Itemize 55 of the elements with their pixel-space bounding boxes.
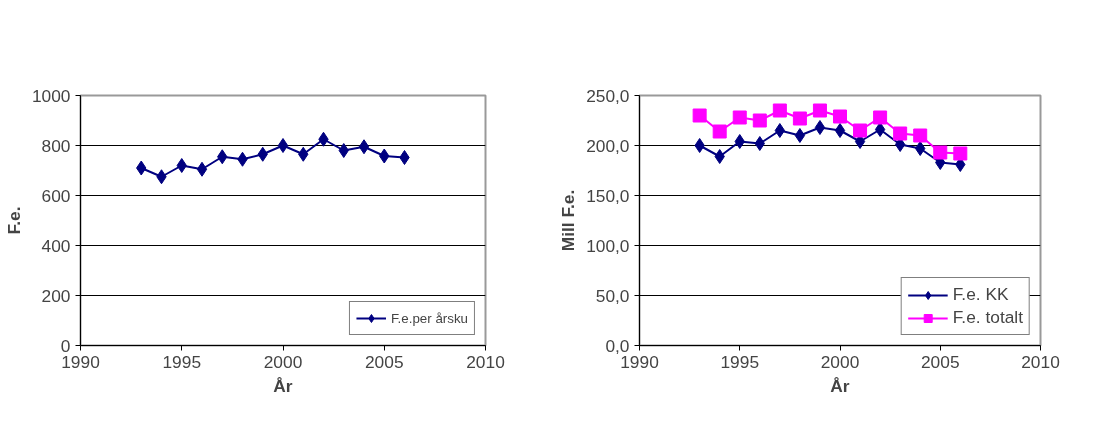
point bbox=[399, 150, 410, 165]
legend-label: F.e. KK bbox=[952, 284, 1009, 305]
point bbox=[794, 128, 806, 143]
point bbox=[692, 108, 707, 123]
y-tick-label: 800 bbox=[41, 135, 71, 156]
point bbox=[873, 110, 888, 125]
point bbox=[893, 126, 908, 141]
point bbox=[734, 134, 745, 149]
y-tick-label: 200 bbox=[41, 285, 71, 306]
y-tick-label: 50,0 bbox=[595, 285, 630, 306]
x-tick-label: 2000 bbox=[820, 351, 860, 372]
y-tick-label: 400 bbox=[41, 235, 71, 256]
y-axis-title: F.e. bbox=[3, 206, 24, 235]
y-tick-label: 600 bbox=[41, 185, 71, 206]
point bbox=[694, 138, 705, 153]
point bbox=[752, 113, 767, 128]
x-axis-title: År bbox=[830, 375, 850, 396]
point bbox=[712, 124, 727, 139]
point bbox=[953, 146, 968, 161]
legend-label: F.e. totalt bbox=[952, 307, 1023, 328]
x-tick-label: 1995 bbox=[162, 351, 202, 372]
point bbox=[754, 136, 765, 151]
y-tick-label: 100,0 bbox=[586, 235, 630, 256]
point bbox=[774, 123, 786, 138]
point bbox=[933, 145, 948, 160]
x-tick-label: 2010 bbox=[466, 351, 505, 372]
point bbox=[772, 103, 787, 118]
point bbox=[853, 123, 868, 138]
y-tick-label: 150,0 bbox=[586, 185, 630, 206]
x-tick-label: 1995 bbox=[720, 351, 760, 372]
point bbox=[196, 161, 208, 177]
point bbox=[874, 122, 886, 137]
point bbox=[812, 103, 827, 118]
y-tick-label: 250,0 bbox=[586, 85, 630, 106]
legend-label: F.e.per årsku bbox=[390, 310, 468, 326]
point bbox=[714, 149, 725, 164]
point bbox=[814, 120, 826, 135]
point bbox=[338, 143, 349, 158]
x-tick-label: 2010 bbox=[1021, 351, 1060, 372]
point bbox=[358, 139, 370, 155]
y-tick-label: 200,0 bbox=[586, 135, 630, 156]
point bbox=[915, 141, 926, 156]
x-tick-label: 2000 bbox=[263, 351, 303, 372]
point bbox=[834, 123, 846, 138]
x-axis-title: År bbox=[273, 375, 293, 396]
point bbox=[732, 110, 747, 125]
point bbox=[277, 138, 289, 153]
x-tick-label: 2005 bbox=[920, 351, 960, 372]
y-tick-label: 1000 bbox=[31, 85, 71, 106]
point bbox=[833, 109, 847, 124]
point bbox=[913, 128, 928, 143]
point bbox=[176, 158, 187, 173]
x-tick-label: 2005 bbox=[364, 351, 404, 372]
point bbox=[792, 111, 807, 126]
y-axis-title: Mill F.e. bbox=[558, 189, 579, 252]
